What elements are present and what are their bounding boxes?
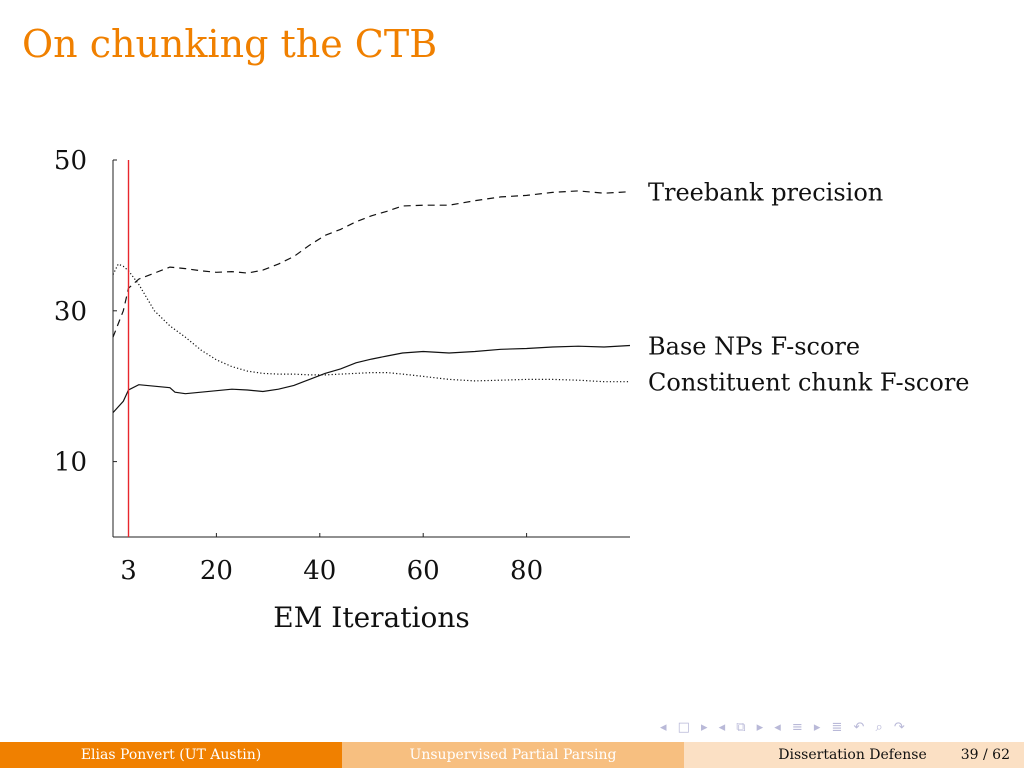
footer-event-block: Dissertation Defense 39 / 62 [684, 742, 1024, 768]
series-label-0: Treebank precision [648, 179, 883, 207]
nav-next-subsection-icon[interactable]: ▸ [756, 720, 764, 735]
footer-page-number: 39 / 62 [960, 747, 1010, 763]
beamer-navigation: ◂ □ ▸ ◂ ⧉ ▸ ◂ ≡ ▸ ≣ ↶ ⌕ ↷ [660, 716, 1020, 736]
slide-title: On chunking the CTB [22, 22, 438, 66]
nav-frame-icon[interactable]: □ [677, 720, 690, 735]
line-chart: 10 30 50 3 20 40 60 80 EM Iterations Treebank pre… [54, 146, 970, 634]
footer-event: Dissertation Defense [778, 747, 927, 763]
y-tick-label: 10 [54, 448, 87, 478]
nav-forward-icon[interactable]: ↷ [893, 720, 905, 735]
nav-next-frame-icon[interactable]: ▸ [701, 720, 708, 735]
nav-prev-subsection-icon[interactable]: ◂ [718, 720, 726, 735]
x-tick-label: 80 [510, 556, 543, 586]
nav-prev-section-icon[interactable]: ◂ [774, 720, 781, 735]
y-tick-label: 50 [54, 146, 87, 176]
footer-talk-title: Unsupervised Partial Parsing [342, 742, 684, 768]
nav-subsection-icon[interactable]: ⧉ [736, 720, 746, 735]
nav-align-icon[interactable]: ≣ [831, 720, 843, 735]
series-line-0 [112, 190, 631, 338]
x-axis-label: EM Iterations [273, 601, 469, 634]
footer-author: Elias Ponvert (UT Austin) [0, 742, 342, 768]
x-tick-label: 60 [407, 556, 440, 586]
footer-bar: Elias Ponvert (UT Austin) Unsupervised P… [0, 742, 1024, 768]
nav-section-icon[interactable]: ≡ [791, 720, 803, 735]
series-line-2 [112, 263, 630, 383]
nav-prev-frame-icon[interactable]: ◂ [660, 720, 667, 735]
nav-search-icon[interactable]: ⌕ [875, 720, 883, 735]
series-line-1 [112, 344, 631, 414]
nav-next-section-icon[interactable]: ▸ [813, 720, 821, 735]
x-tick-label: 40 [303, 556, 336, 586]
nav-back-icon[interactable]: ↶ [853, 720, 865, 735]
y-tick-label: 30 [54, 297, 87, 327]
series-label-2: Constituent chunk F-score [648, 369, 970, 397]
x-tick-label: 3 [120, 556, 137, 586]
x-tick-label: 20 [200, 556, 233, 586]
series-label-1: Base NPs F-score [648, 332, 860, 360]
